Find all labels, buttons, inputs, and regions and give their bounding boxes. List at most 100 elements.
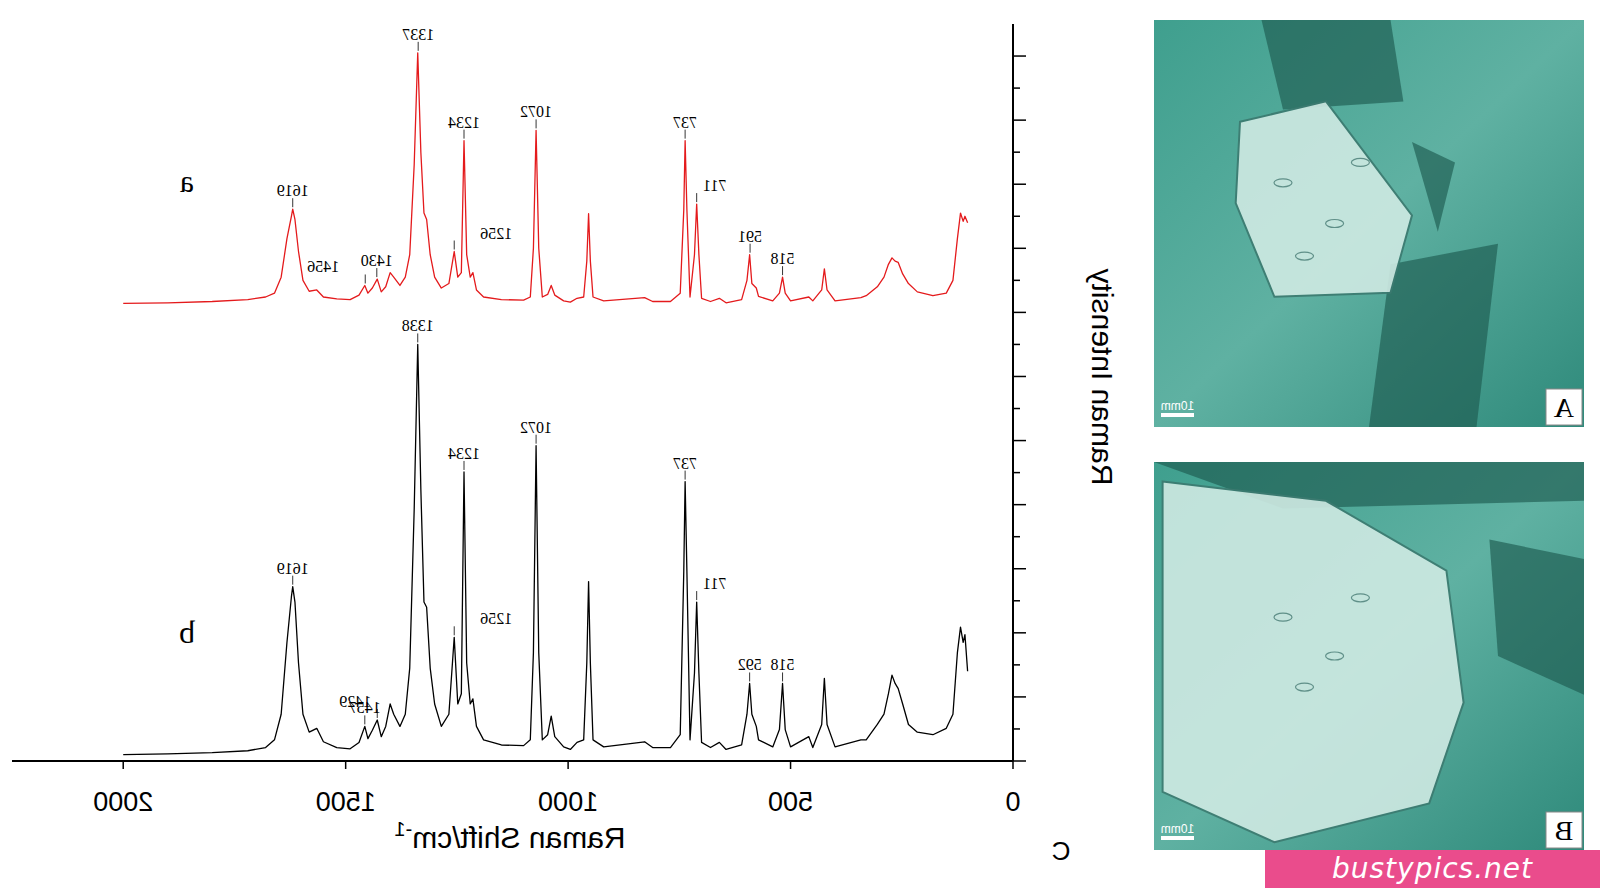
y-tick bbox=[1013, 632, 1026, 634]
inclusion bbox=[1351, 594, 1369, 602]
x-tick-label: 500 bbox=[768, 787, 813, 817]
x-axis-title: Raman Shift/cm-1 bbox=[394, 818, 625, 854]
panel-letter-box bbox=[1546, 812, 1582, 848]
peak-label: 1072 bbox=[520, 419, 552, 436]
y-tick bbox=[1013, 728, 1020, 730]
y-tick bbox=[1013, 151, 1020, 153]
inclusion bbox=[1274, 179, 1292, 187]
inclusion bbox=[1274, 613, 1292, 621]
peak-leader bbox=[364, 715, 365, 724]
y-tick bbox=[1013, 248, 1026, 250]
peak-label: 592 bbox=[738, 656, 762, 673]
spectrum-a bbox=[123, 53, 967, 304]
y-tick bbox=[1013, 87, 1020, 89]
peak-leader bbox=[418, 42, 419, 51]
scale-bar-label: 10mm bbox=[1161, 822, 1194, 836]
peak-label: 737 bbox=[673, 455, 697, 472]
peak-leader bbox=[292, 198, 293, 207]
scale-bar bbox=[1161, 413, 1194, 417]
peak-leader bbox=[696, 193, 697, 202]
y-tick bbox=[1013, 600, 1020, 602]
peak-label: 591 bbox=[738, 228, 762, 245]
series-label: a bbox=[180, 163, 194, 199]
micrograph-ground bbox=[1154, 462, 1584, 850]
peak-leader bbox=[782, 266, 783, 275]
peak-label: 1072 bbox=[520, 103, 552, 120]
crystal bbox=[1236, 101, 1412, 296]
y-tick bbox=[1013, 183, 1026, 185]
y-axis-title: Raman Intensity bbox=[1086, 269, 1119, 486]
peak-label: 1457 bbox=[349, 699, 381, 716]
peak-leader bbox=[685, 130, 686, 139]
dark-grain bbox=[1489, 540, 1584, 695]
peak-leader bbox=[750, 244, 751, 253]
peak-label: 711 bbox=[703, 177, 726, 194]
series-label: b bbox=[179, 614, 195, 650]
inclusion bbox=[1326, 220, 1344, 228]
peak-label: 1234 bbox=[448, 114, 480, 131]
micrograph bbox=[1154, 20, 1584, 427]
peak-leader bbox=[749, 672, 750, 681]
scale-bar-label: 10mm bbox=[1161, 399, 1194, 413]
peak-label: 518 bbox=[771, 656, 795, 673]
x-axis bbox=[12, 760, 1013, 762]
peak-label: 1338 bbox=[402, 317, 434, 334]
peak-leader bbox=[536, 435, 537, 444]
x-tick bbox=[122, 761, 124, 769]
peak-leader bbox=[464, 130, 465, 139]
peak-label: 1234 bbox=[448, 445, 480, 462]
y-tick bbox=[1013, 119, 1026, 121]
panel-letter: B bbox=[1555, 815, 1574, 846]
dark-grain bbox=[1412, 142, 1455, 232]
peak-leader bbox=[782, 672, 783, 681]
y-tick bbox=[1013, 344, 1020, 346]
peak-label: 518 bbox=[771, 250, 795, 267]
peak-leader bbox=[365, 274, 366, 283]
peak-label: 1430 bbox=[361, 252, 393, 269]
peak-leader bbox=[417, 333, 418, 342]
inclusion bbox=[1326, 652, 1344, 660]
micrograph-ground bbox=[1154, 20, 1584, 427]
peak-leader bbox=[292, 576, 293, 585]
crystal bbox=[1163, 481, 1464, 842]
x-tick-label: 1000 bbox=[538, 787, 598, 817]
figure: 0 500 1000 1500 2000 Raman Shift/cm-1 Raman In… bbox=[0, 0, 1600, 888]
peak-label: 1256 bbox=[480, 610, 512, 627]
panel-label: C bbox=[1052, 836, 1071, 866]
peak-leader bbox=[696, 591, 697, 600]
y-tick bbox=[1013, 408, 1020, 410]
y-tick bbox=[1013, 568, 1026, 570]
x-tick-label: 2000 bbox=[93, 787, 153, 817]
x-tick bbox=[1012, 761, 1014, 769]
y-tick bbox=[1013, 55, 1026, 57]
panel-letter: A bbox=[1553, 392, 1574, 423]
y-tick bbox=[1013, 696, 1026, 698]
peak-leader bbox=[454, 626, 455, 635]
scale-bar bbox=[1161, 836, 1194, 840]
peak-label: 1619 bbox=[277, 560, 309, 577]
watermark: bustypics.net bbox=[1265, 850, 1600, 888]
peak-label: 737 bbox=[673, 114, 697, 131]
x-tick bbox=[567, 761, 569, 769]
peak-label: 1256 bbox=[480, 225, 512, 242]
y-tick bbox=[1013, 376, 1026, 378]
y-tick bbox=[1013, 280, 1020, 282]
peak-leader bbox=[685, 471, 686, 480]
peak-leader bbox=[464, 461, 465, 470]
inclusion bbox=[1351, 158, 1369, 166]
y-tick bbox=[1013, 760, 1026, 762]
y-tick bbox=[1013, 312, 1026, 314]
x-tick-label: 0 bbox=[1005, 787, 1020, 817]
x-tick-label: 1500 bbox=[316, 787, 376, 817]
y-tick bbox=[1013, 664, 1020, 666]
y-tick bbox=[1013, 472, 1020, 474]
peak-label: 1456 bbox=[307, 258, 339, 275]
peak-labels: 1337107212347377111619125659151814301456… bbox=[277, 26, 795, 725]
y-axis bbox=[1012, 24, 1014, 761]
panel-letter-box bbox=[1546, 389, 1582, 425]
y-tick bbox=[1013, 440, 1026, 442]
peak-label: 1619 bbox=[277, 182, 309, 199]
peak-label: 711 bbox=[703, 575, 726, 592]
y-tick bbox=[1013, 504, 1026, 506]
peak-leader bbox=[536, 119, 537, 128]
